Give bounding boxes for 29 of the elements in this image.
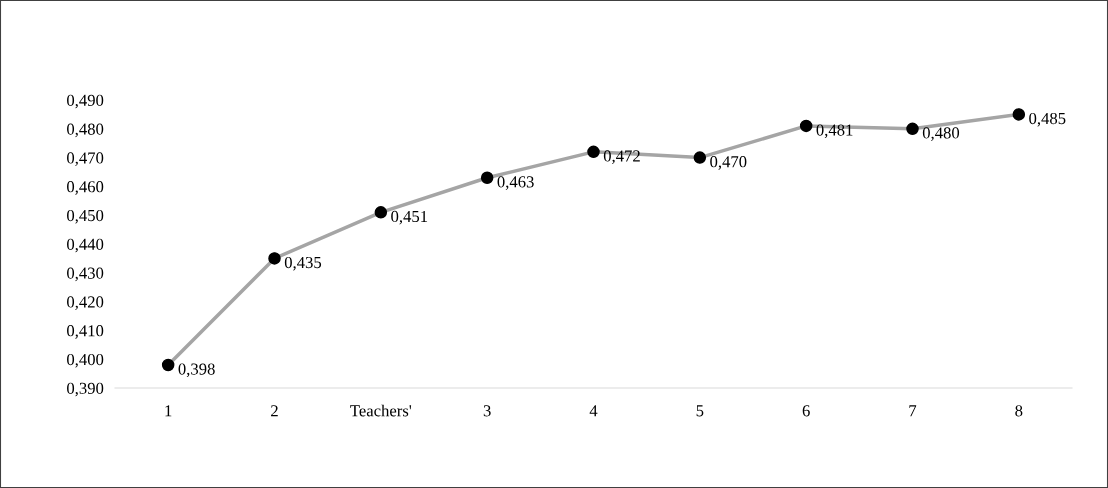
y-tick-label: 0,430 [67,267,104,282]
y-tick-label: 0,400 [67,353,104,368]
data-label: 0,481 [816,124,853,139]
data-label: 0,472 [603,150,640,164]
y-tick-label: 0,410 [67,325,104,339]
x-tick-label: 4 [589,405,598,417]
data-label: 0,470 [710,156,747,170]
data-label: 0,485 [1029,112,1066,127]
x-tick-label: 2 [271,405,278,417]
y-tick-label: 0,490 [67,94,104,109]
x-tick-label: 7 [909,405,917,417]
y-tick-label: 0,420 [67,296,104,310]
y-tick-label: 0,440 [67,238,104,253]
data-label: 0,480 [922,127,960,141]
y-tick-label: 0,470 [67,152,104,166]
y-tick-label: 0,460 [67,181,104,195]
x-tick-label: 6 [802,405,810,417]
y-tick-label: 0,480 [67,123,104,138]
data-label: 0,451 [391,210,428,225]
data-label: 0,398 [178,363,215,378]
y-tick-label: 0,390 [67,382,104,397]
data-label: 0,463 [497,176,534,190]
x-tick-label: Teachers' [350,404,412,417]
x-tick-label: 3 [483,405,491,417]
x-tick-label: 8 [1015,405,1023,417]
data-label: 0,435 [284,256,322,271]
y-tick-label: 0,450 [67,209,104,224]
x-tick-label: 1 [165,405,172,417]
x-tick-label: 5 [696,405,704,417]
